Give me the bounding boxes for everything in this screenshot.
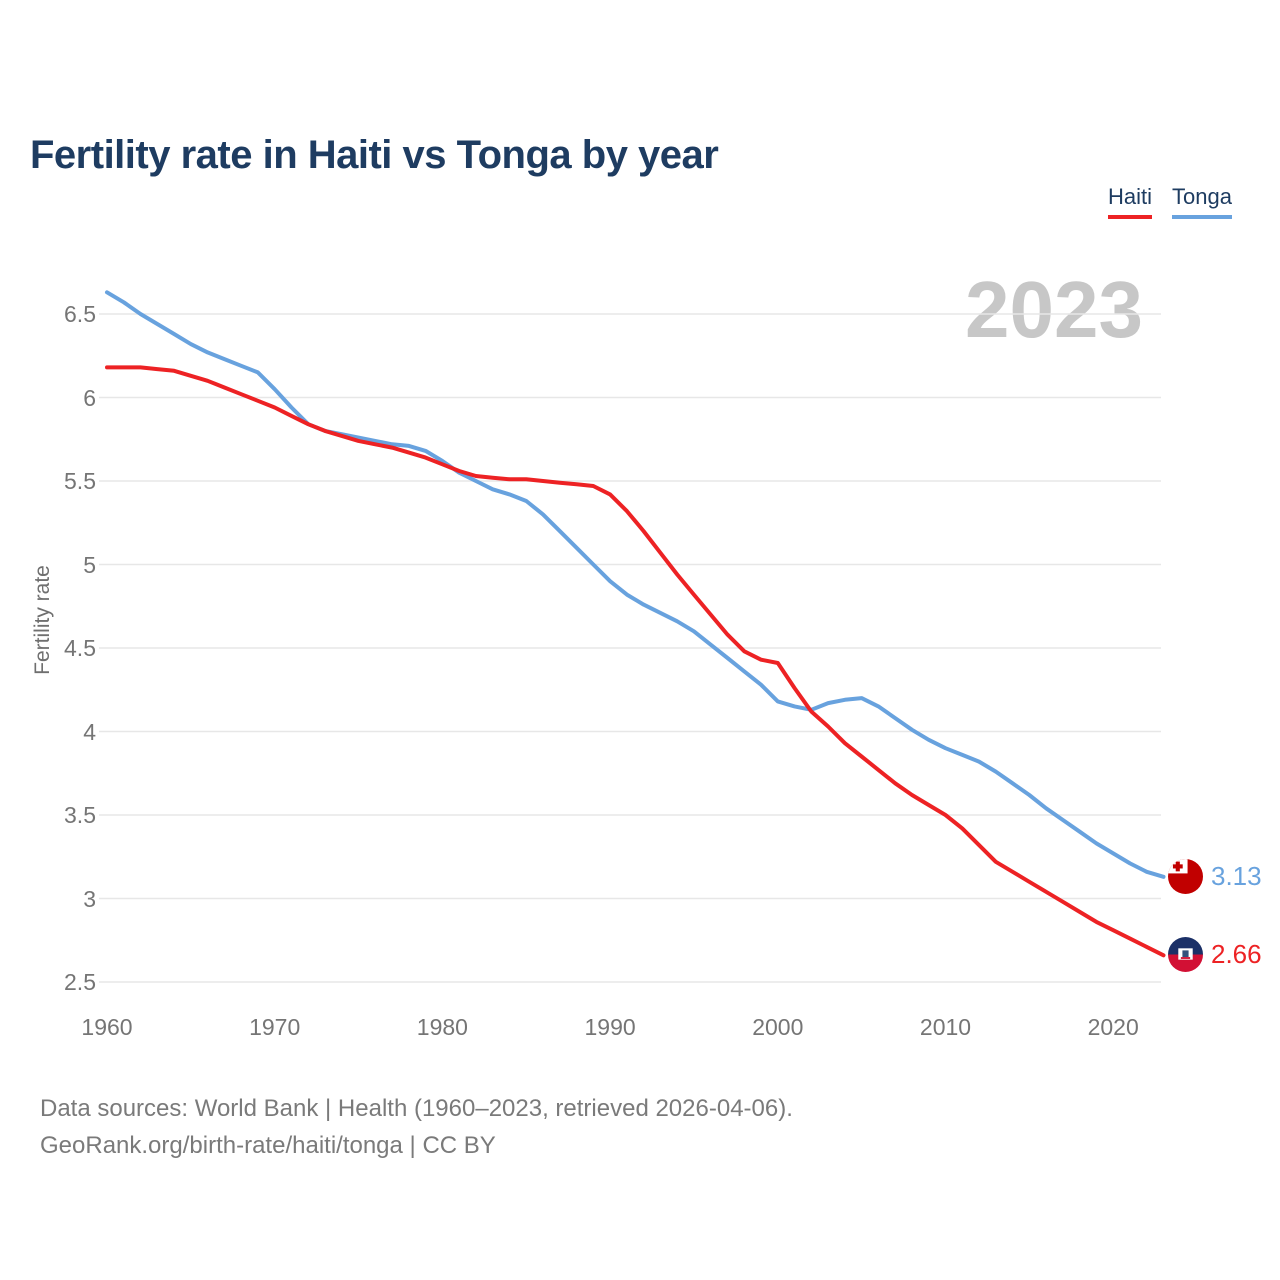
license-line: GeoRank.org/birth-rate/haiti/tonga | CC …: [40, 1132, 496, 1159]
x-tick-label: 1960: [81, 1014, 133, 1040]
legend-item-haiti[interactable]: Haiti: [1108, 184, 1153, 219]
y-tick-label: 6: [83, 384, 96, 411]
y-tick-label: 4: [83, 718, 96, 745]
series-end-label-haiti: 2.66: [1168, 937, 1262, 973]
year-watermark: 2023: [965, 265, 1143, 354]
y-axis-title: Fertility rate: [31, 565, 54, 675]
x-tick-label: 1970: [249, 1014, 301, 1040]
series-line-haiti: [105, 365, 1166, 958]
y-tick-label: 3: [83, 885, 96, 912]
y-tick-label: 5: [83, 551, 96, 578]
x-tick-label: 2000: [752, 1014, 804, 1040]
y-tick-label: 4.5: [64, 635, 96, 661]
chart-title: Fertility rate in Haiti vs Tonga by year: [30, 132, 719, 177]
attribution: Data sources: World Bank | Health (1960–…: [40, 1090, 793, 1164]
y-tick-label: 5.5: [64, 468, 96, 494]
legend-item-tonga[interactable]: Tonga: [1172, 184, 1232, 219]
y-tick-label: 6.5: [64, 301, 96, 327]
tonga-end-value: 3.13: [1211, 860, 1262, 891]
x-tick-label: 2020: [1087, 1014, 1139, 1040]
x-tick-label: 1980: [416, 1014, 468, 1040]
haiti-end-value: 2.66: [1211, 939, 1262, 970]
y-tick-label: 3.5: [64, 802, 96, 828]
x-tick-label: 1990: [584, 1014, 636, 1040]
haiti-flag-icon: [1168, 937, 1203, 973]
tonga-flag-icon: [1168, 858, 1203, 894]
y-tick-label: 2.5: [64, 969, 96, 995]
series-line-tonga: [105, 290, 1166, 879]
legend: Haiti Tonga: [1108, 184, 1232, 219]
x-tick-label: 2010: [919, 1014, 972, 1040]
data-sources-line: Data sources: World Bank | Health (1960–…: [40, 1095, 793, 1122]
series-end-label-tonga: 3.13: [1168, 858, 1262, 894]
